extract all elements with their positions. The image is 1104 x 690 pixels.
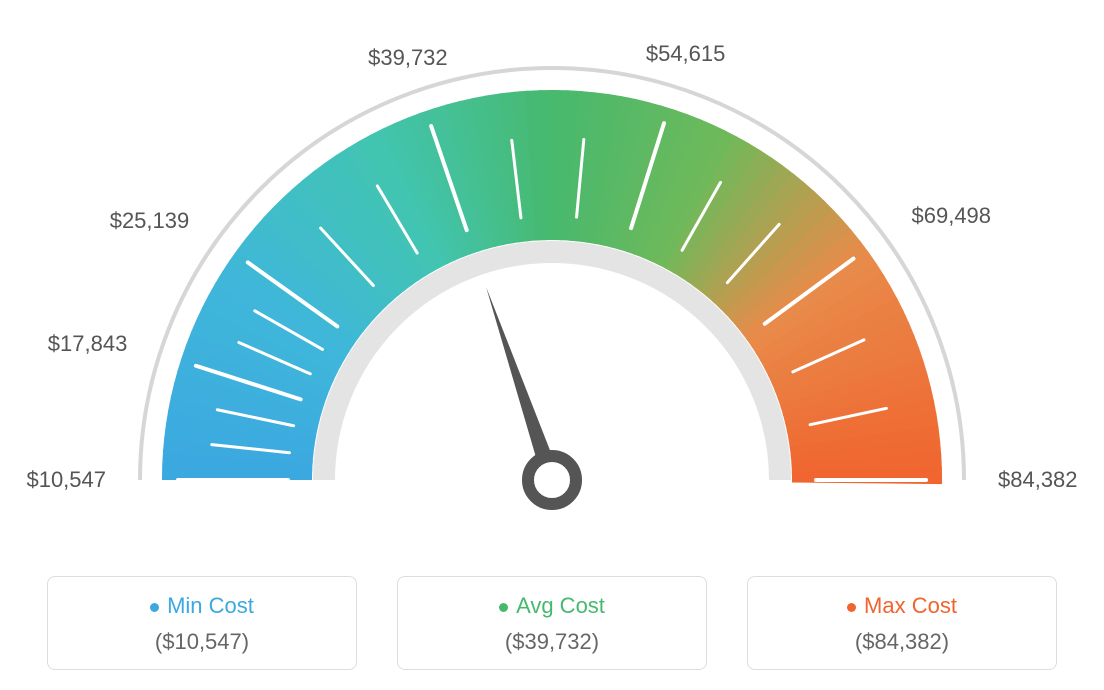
legend-title-avg: Avg Cost: [408, 593, 696, 619]
gauge-tick-label: $54,615: [646, 41, 726, 67]
legend-row: Min Cost ($10,547) Avg Cost ($39,732) Ma…: [0, 576, 1104, 670]
gauge-tick-label: $69,498: [912, 203, 992, 229]
gauge-chart-container: $10,547 $17,843 $25,139 $39,732 $54,615 $69,4…: [0, 0, 1104, 690]
legend-value-max: ($84,382): [758, 629, 1046, 655]
gauge-tick-label: $84,382: [998, 467, 1078, 493]
legend-box-min: Min Cost ($10,547): [47, 576, 357, 670]
gauge-area: $10,547 $17,843 $25,139 $39,732 $54,615 $69,4…: [0, 0, 1104, 540]
legend-bullet-avg: [499, 603, 508, 612]
legend-bullet-min: [150, 603, 159, 612]
gauge-tick-label: $25,139: [110, 208, 190, 234]
legend-title-max-text: Max Cost: [864, 593, 957, 618]
legend-title-min-text: Min Cost: [167, 593, 254, 618]
legend-bullet-max: [847, 603, 856, 612]
gauge-tick-label: $39,732: [368, 45, 448, 71]
gauge-tick-label: $17,843: [48, 331, 128, 357]
legend-box-avg: Avg Cost ($39,732): [397, 576, 707, 670]
legend-title-avg-text: Avg Cost: [516, 593, 605, 618]
legend-box-max: Max Cost ($84,382): [747, 576, 1057, 670]
gauge-tick-label: $10,547: [26, 467, 106, 493]
legend-value-min: ($10,547): [58, 629, 346, 655]
legend-title-min: Min Cost: [58, 593, 346, 619]
gauge-svg: [0, 0, 1104, 540]
legend-value-avg: ($39,732): [408, 629, 696, 655]
legend-title-max: Max Cost: [758, 593, 1046, 619]
